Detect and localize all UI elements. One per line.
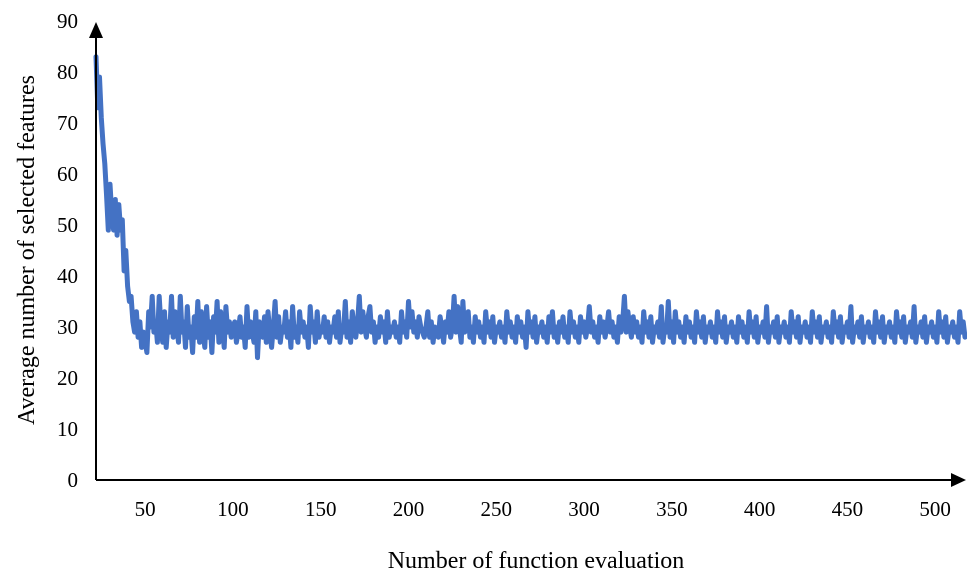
x-tick-label: 250 [481, 497, 513, 521]
x-tick-label: 400 [744, 497, 776, 521]
x-axis-title: Number of function evaluation [388, 548, 685, 574]
x-tick-label: 200 [393, 497, 425, 521]
y-tick-label: 70 [57, 111, 78, 135]
y-tick-labels: 0 10 20 30 40 50 60 70 80 90 [57, 9, 78, 492]
x-tick-label: 150 [305, 497, 337, 521]
x-tick-label: 50 [135, 497, 156, 521]
y-axis-title: Average number of selected features [14, 75, 40, 425]
series-line [93, 54, 967, 361]
y-tick-label: 90 [57, 9, 78, 33]
y-tick-label: 40 [57, 264, 78, 288]
x-axis-arrow [951, 473, 966, 487]
x-tick-label: 350 [656, 497, 688, 521]
y-tick-label: 80 [57, 60, 78, 84]
y-tick-label: 20 [57, 366, 78, 390]
x-tick-label: 450 [832, 497, 864, 521]
x-tick-labels: 50 100 150 200 250 300 350 400 450 500 [135, 497, 951, 521]
y-axis-arrow [89, 22, 103, 38]
x-tick-label: 100 [217, 497, 249, 521]
x-tick-label: 300 [568, 497, 600, 521]
y-tick-label: 10 [57, 417, 78, 441]
y-tick-label: 0 [68, 468, 79, 492]
y-tick-label: 60 [57, 162, 78, 186]
x-tick-label: 500 [919, 497, 951, 521]
y-tick-label: 50 [57, 213, 78, 237]
y-tick-label: 30 [57, 315, 78, 339]
